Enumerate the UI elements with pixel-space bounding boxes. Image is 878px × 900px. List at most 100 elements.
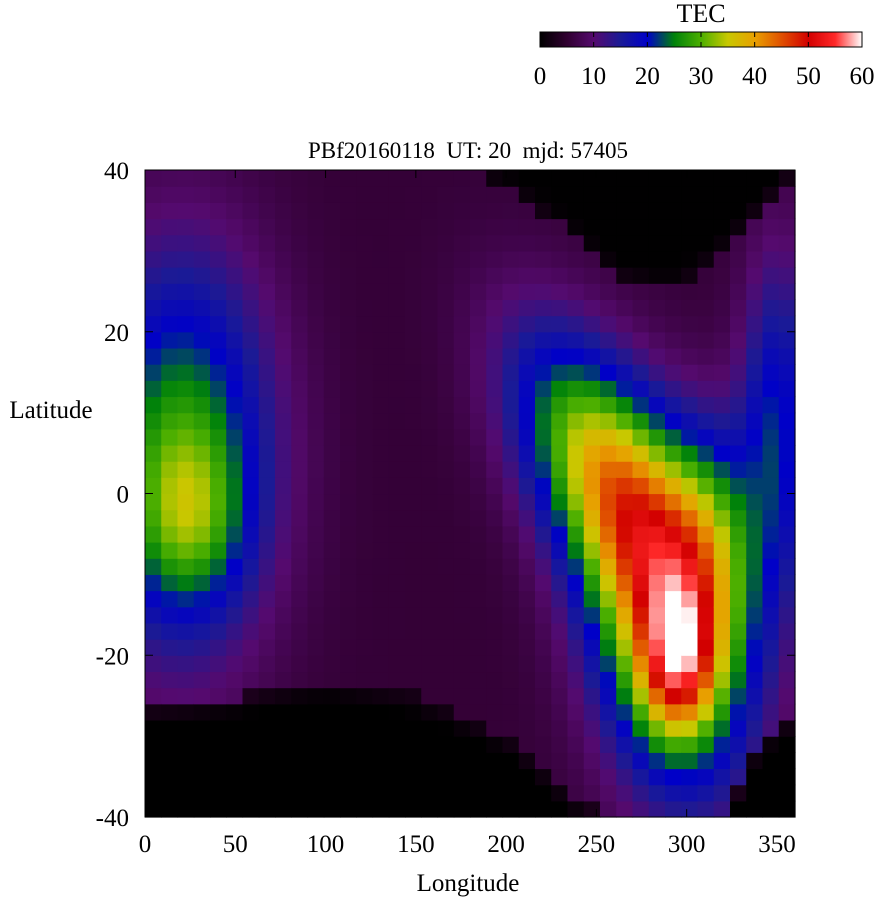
heatmap-cell [486,267,504,284]
heatmap-cell [681,622,699,640]
heatmap-cell [226,687,244,705]
heatmap-cell [323,477,341,495]
heatmap-cell [746,703,764,721]
heatmap-cell [340,380,357,398]
heatmap-cell [616,719,634,737]
heatmap-cell [453,574,471,592]
heatmap-cell [242,703,260,721]
heatmap-cell [145,800,162,818]
heatmap-cell [193,299,211,317]
heatmap-cell [648,719,666,737]
heatmap-cell [746,283,764,300]
heatmap-cell [242,606,260,624]
heatmap-cell [372,364,390,381]
heatmap-cell [518,267,536,284]
heatmap-cell [356,234,374,252]
heatmap-cell [778,622,796,640]
heatmap-cell [713,574,731,592]
heatmap-cell [226,493,244,511]
heatmap-cell [665,493,682,511]
heatmap-cell [551,299,569,317]
x-tick-label: 350 [758,831,796,858]
heatmap-cell [421,396,439,414]
heatmap-cell [258,752,276,770]
heatmap-cell [210,719,227,737]
heatmap-cell [730,606,747,624]
heatmap-cell [713,218,731,236]
heatmap-cell [535,283,552,300]
heatmap-cell [518,412,536,430]
heatmap-cell [177,412,195,430]
heatmap-cell [453,428,471,446]
heatmap-cell [470,315,487,333]
heatmap-cell [275,283,292,300]
heatmap-cell [421,622,439,640]
heatmap-cell [307,736,325,753]
heatmap-cell [551,444,569,462]
heatmap-cell [551,622,569,640]
heatmap-cell [421,170,439,187]
heatmap-cell [746,622,764,640]
heatmap-cell [291,283,309,300]
heatmap-cell [275,719,292,737]
x-tick-label: 200 [487,831,525,858]
heatmap-cell [567,768,585,786]
heatmap-cell [437,655,455,673]
heatmap-cell [388,428,406,446]
heatmap-cell [291,234,309,252]
heatmap-cell [665,800,682,818]
heatmap-cell [372,186,390,203]
heatmap-cell [535,331,552,349]
heatmap-cell [632,477,650,495]
heatmap-cell [470,784,487,802]
heatmap-cell [275,477,292,495]
heatmap-cell [307,412,325,430]
heatmap-cell [177,687,195,705]
heatmap-cell [713,768,731,786]
heatmap-cell [681,218,699,236]
heatmap-cell [697,186,715,203]
heatmap-cell [388,719,406,737]
heatmap-cell [388,768,406,786]
heatmap-cell [258,412,276,430]
heatmap-cell [778,186,796,203]
heatmap-cell [778,768,796,786]
heatmap-cell [778,542,796,559]
heatmap-cell [307,218,325,236]
heatmap-cell [145,267,162,284]
heatmap-cell [518,703,536,721]
heatmap-cell [193,461,211,478]
heatmap-cell [242,461,260,478]
heatmap-cell [600,315,617,333]
heatmap-cell [340,364,357,381]
heatmap-cell [518,687,536,705]
heatmap-cell [616,267,634,284]
heatmap-cell [242,768,260,786]
heatmap-cell [145,380,162,398]
heatmap-cell [632,396,650,414]
heatmap-cell [648,509,666,527]
heatmap-cell [551,703,569,721]
heatmap-cell [372,380,390,398]
heatmap-cell [388,574,406,592]
heatmap-cell [600,299,617,317]
heatmap-cell [583,622,601,640]
heatmap-cell [762,202,780,220]
heatmap-cell [567,428,585,446]
heatmap-cell [405,396,422,414]
heatmap-cell [340,590,357,608]
heatmap-cell [648,542,666,559]
heatmap-cell [405,509,422,527]
heatmap-cell [518,299,536,317]
heatmap-cell [323,234,341,252]
heatmap-cell [632,428,650,446]
heatmap-cell [551,283,569,300]
heatmap-cell [632,542,650,559]
heatmap-cell [502,444,520,462]
heatmap-cell [161,412,179,430]
heatmap-cell [226,267,244,284]
heatmap-cell [145,428,162,446]
heatmap-cell [583,606,601,624]
heatmap-cell [486,283,504,300]
heatmap-cell [421,331,439,349]
